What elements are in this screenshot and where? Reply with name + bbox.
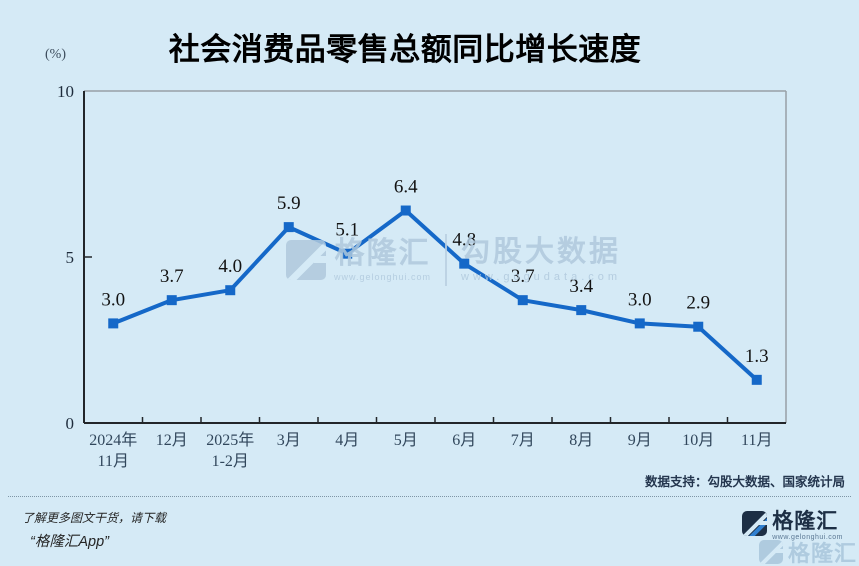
gelonghui-logo-watermark: 格隆汇 [758, 536, 857, 566]
y-tick-label: 5 [66, 248, 75, 267]
x-tick-label: 5月 [394, 432, 418, 449]
data-point-marker [342, 248, 353, 259]
data-point-label: 5.1 [335, 220, 359, 241]
y-tick-label: 10 [57, 82, 74, 101]
gelonghui-logo-watermark-text: 格隆汇 [787, 541, 857, 566]
series-line [111, 208, 759, 382]
app-promo-name: “格隆汇App” [30, 534, 109, 550]
data-point-label: 5.9 [277, 193, 301, 214]
data-point-marker [634, 318, 645, 329]
x-tick-label: 11月 [98, 453, 129, 470]
x-tick-label: 10月 [682, 432, 714, 449]
x-tick-label: 12月 [156, 432, 188, 449]
data-point-marker [751, 374, 762, 385]
data-point-marker [459, 258, 470, 269]
x-tick-label: 6月 [452, 432, 476, 449]
data-point-label: 3.7 [160, 266, 184, 287]
app-promo-text: 了解更多图文干货，请下载 [22, 511, 167, 525]
x-tick-label: 2024年 [89, 431, 137, 449]
gelonghui-logo-url: www.gelonghui.com [772, 534, 843, 541]
x-tick-label: 3月 [277, 432, 301, 449]
y-axis-unit-label: (%) [45, 47, 66, 62]
data-point-label: 1.3 [745, 346, 769, 367]
gelonghui-logo: 格隆汇 www.gelonghui.com [742, 511, 843, 541]
gelonghui-logo-watermark-icon [758, 540, 783, 564]
data-point-marker [108, 318, 119, 329]
data-point-label: 3.0 [628, 289, 652, 310]
data-point-marker [166, 295, 177, 306]
x-tick-label: 4月 [335, 432, 359, 449]
data-point-marker [576, 305, 587, 316]
x-tick-label: 7月 [511, 432, 535, 449]
data-point-marker [225, 285, 236, 296]
data-point-marker [400, 205, 411, 216]
data-source-credit: 数据支持：勾股大数据、国家统计局 [644, 475, 845, 489]
data-point-label: 6.4 [394, 177, 418, 198]
x-tick-label: 8月 [569, 432, 593, 449]
data-point-marker [693, 321, 704, 332]
gelonghui-logo-icon [742, 511, 768, 536]
gelonghui-logo-text: 格隆汇 [772, 510, 839, 533]
footer-divider [8, 496, 851, 497]
x-tick-label: 11月 [741, 432, 772, 449]
data-point-label: 4.0 [218, 256, 242, 277]
x-tick-label: 9月 [628, 432, 652, 449]
chart-title: 社会消费品零售总额同比增长速度 [168, 32, 642, 67]
data-point-label: 4.8 [452, 230, 476, 251]
y-tick-label: 0 [66, 414, 75, 433]
x-tick-label: 2025年 [206, 431, 254, 449]
data-point-label: 2.9 [686, 293, 710, 314]
data-point-label: 3.0 [101, 289, 125, 310]
data-point-label: 3.7 [511, 266, 535, 287]
data-point-label: 3.4 [569, 276, 593, 297]
data-point-marker [283, 222, 294, 233]
x-tick-label: 1-2月 [212, 453, 249, 470]
data-point-marker [517, 295, 528, 306]
